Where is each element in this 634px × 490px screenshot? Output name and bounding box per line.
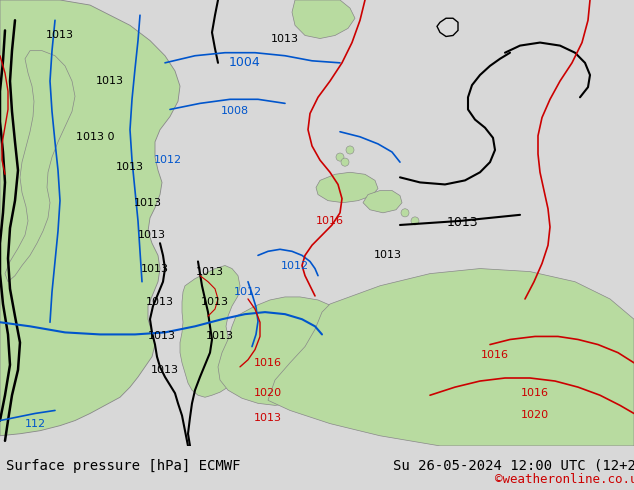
Text: 1013: 1013: [116, 162, 144, 172]
Text: 1012: 1012: [154, 155, 182, 165]
Circle shape: [346, 146, 354, 154]
Polygon shape: [268, 269, 634, 446]
Text: 1020: 1020: [521, 411, 549, 420]
Polygon shape: [5, 50, 75, 282]
Text: 1013: 1013: [138, 230, 166, 240]
Polygon shape: [180, 266, 242, 397]
Text: 1016: 1016: [521, 388, 549, 398]
Text: 1013: 1013: [206, 331, 234, 342]
Text: 1013: 1013: [271, 33, 299, 44]
Circle shape: [401, 209, 409, 217]
Text: 1013: 1013: [134, 197, 162, 208]
Text: 1013: 1013: [196, 267, 224, 276]
Text: ©weatheronline.co.uk: ©weatheronline.co.uk: [495, 473, 634, 487]
Polygon shape: [437, 18, 458, 36]
Polygon shape: [292, 0, 355, 39]
Text: 1016: 1016: [316, 216, 344, 226]
Text: 1013: 1013: [141, 264, 169, 273]
Polygon shape: [316, 172, 378, 203]
Text: 1008: 1008: [221, 106, 249, 117]
Text: 1004: 1004: [229, 56, 261, 69]
Text: 1012: 1012: [234, 287, 262, 297]
Text: 1013 0: 1013 0: [75, 132, 114, 142]
Text: 1013: 1013: [46, 30, 74, 41]
Text: 1013: 1013: [446, 217, 478, 229]
Text: 1013: 1013: [146, 297, 174, 307]
Text: 1012: 1012: [281, 261, 309, 270]
Text: 1013: 1013: [201, 297, 229, 307]
Polygon shape: [218, 297, 362, 405]
Circle shape: [341, 158, 349, 166]
Polygon shape: [0, 0, 180, 436]
Text: 112: 112: [25, 418, 46, 429]
Text: 1016: 1016: [481, 350, 509, 360]
Text: Surface pressure [hPa] ECMWF: Surface pressure [hPa] ECMWF: [6, 459, 241, 473]
Text: 1013: 1013: [151, 365, 179, 375]
Polygon shape: [363, 191, 402, 213]
Text: Su 26-05-2024 12:00 UTC (12+24): Su 26-05-2024 12:00 UTC (12+24): [393, 459, 634, 473]
Text: 1013: 1013: [96, 76, 124, 86]
Text: 1016: 1016: [254, 358, 282, 368]
Text: 1013: 1013: [374, 250, 402, 260]
Circle shape: [336, 153, 344, 161]
Circle shape: [411, 217, 419, 225]
Text: 1013: 1013: [254, 413, 282, 422]
Text: 1020: 1020: [254, 388, 282, 398]
Text: 1013: 1013: [148, 331, 176, 342]
